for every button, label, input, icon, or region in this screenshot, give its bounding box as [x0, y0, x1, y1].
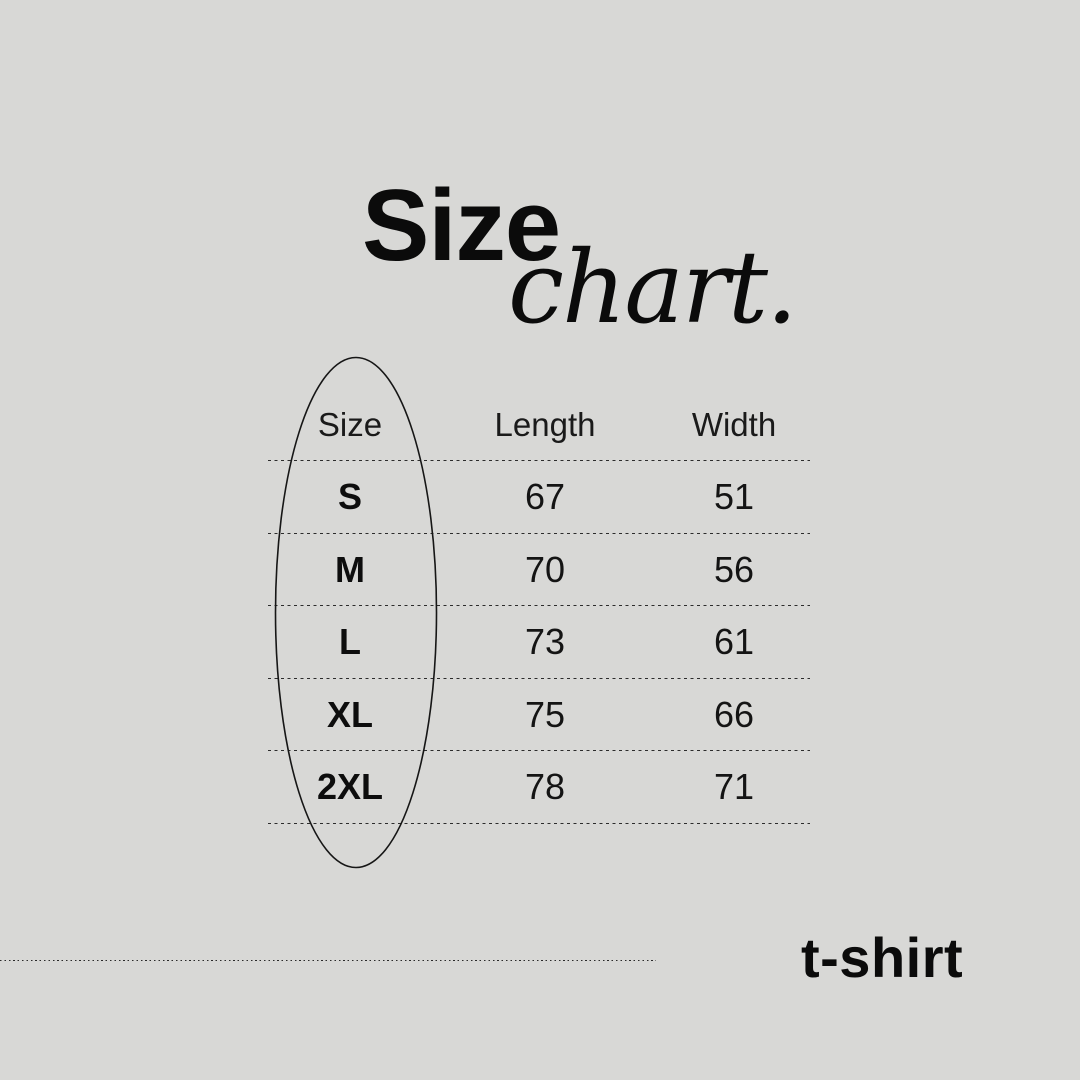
table-row: S 67 51 — [268, 461, 810, 534]
width-cell: 71 — [713, 766, 755, 808]
table-header-row: Size Length Width — [268, 388, 810, 461]
width-cell: 61 — [713, 621, 755, 663]
size-cell: XL — [326, 693, 373, 735]
footer-divider-line — [0, 960, 656, 962]
size-table: Size Length Width S 67 51 M 70 56 L 73 6… — [268, 388, 810, 824]
table-row: L 73 61 — [268, 606, 810, 679]
width-cell: 56 — [713, 548, 755, 590]
column-header-length: Length — [494, 406, 596, 443]
product-label: t-shirt — [801, 926, 964, 989]
size-cell: S — [337, 476, 362, 518]
length-cell: 70 — [524, 548, 566, 590]
length-cell: 78 — [524, 766, 566, 808]
width-cell: 66 — [713, 693, 755, 735]
size-cell: L — [339, 621, 361, 663]
table-row: XL 75 66 — [268, 679, 810, 752]
length-cell: 67 — [524, 476, 566, 518]
column-header-size: Size — [317, 406, 383, 443]
length-cell: 75 — [524, 693, 566, 735]
title-word-chart: chart. — [508, 229, 798, 346]
column-header-width: Width — [691, 406, 777, 443]
size-cell: M — [335, 548, 365, 590]
size-cell: 2XL — [316, 766, 384, 808]
length-cell: 73 — [524, 621, 566, 663]
title-word-size: Size — [362, 170, 561, 282]
width-cell: 51 — [713, 476, 755, 518]
table-row: 2XL 78 71 — [268, 751, 810, 824]
table-row: M 70 56 — [268, 534, 810, 607]
